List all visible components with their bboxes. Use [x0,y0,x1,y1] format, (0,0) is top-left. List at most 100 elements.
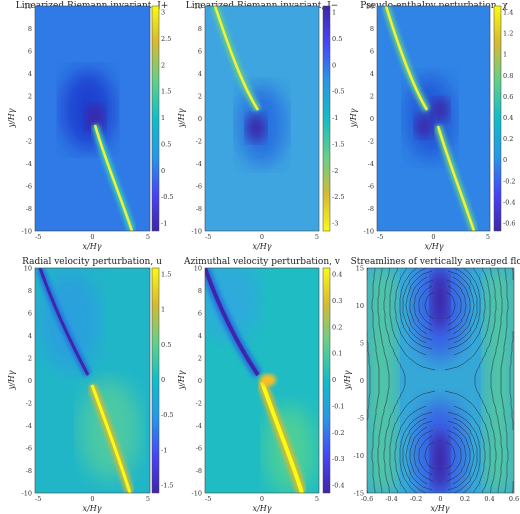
x-tick-label: -5 [377,233,383,241]
streamline [383,268,406,493]
colorbar-tick-labels: 0.4 0.3 0.2 0.1 0 -0.1 -0.2 -0.3 -0.4 [332,271,345,490]
x-tick-label: 5 [146,495,150,503]
colorbar-tick-labels: 3 2.5 2 1.5 1 0.5 0 -0.5 -1 [161,9,174,228]
y-tick-label: 0 [28,115,32,123]
y-tick-label: -10 [22,490,32,498]
y-tick-label: 2 [28,355,32,363]
x-tick-labels: -0.6 -0.4 -0.2 0 0.2 0.4 0.6 [361,495,519,503]
colorbar-tick-label: 1.5 [161,271,171,279]
colorbar-tick-label: 0.4 [332,271,342,279]
y-tick-label: 2 [198,93,202,101]
panel-j-minus: Linearized Riemann invariant, J− 1086420… [177,1,345,251]
y-tick-label: -15 [354,490,364,498]
colorbar-tick-label: 0 [332,61,336,69]
y-tick-label: -5 [358,415,364,423]
panel-title: Azimuthal velocity perturbation, v [183,257,341,267]
x-axis-label: x/Hγ [253,242,272,251]
y-axis-label: y/Hγ [7,370,16,390]
y-tick-label: 0 [360,377,364,385]
y-tick-label: 8 [370,25,374,33]
colorbar-tick-label: -0.5 [161,411,174,419]
streamline [474,268,497,493]
colorbar-tick-label: -1 [161,446,167,454]
y-tick-label: -4 [26,422,32,430]
colorbar-tick-label: 0.2 [503,135,513,143]
panel-radial-velocity: Radial velocity perturbation, u 1086420-… [7,257,174,513]
colorbar-tick-label: -0.5 [161,193,174,201]
colorbar-tick-label: 0.5 [161,140,171,148]
x-axis-label: x/Hγ [425,242,444,251]
colorbar-tick-labels: 1 0.5 0 -0.5 -1 -1.5 -2 -2.5 -3 [332,9,345,228]
streamline [399,268,433,493]
y-tick-labels: 10 8 6 4 2 0 -2 -4 -6 -8 -10 [22,265,32,498]
streamline [418,285,433,476]
colorbar-tick-label: -0.3 [332,455,345,463]
y-axis-label: y/Hγ [177,108,186,128]
y-tick-label: 4 [28,70,32,78]
x-tick-label: 0 [431,233,435,241]
y-tick-label: -2 [196,138,202,146]
y-tick-label: -8 [196,467,202,475]
colorbar-tick-label: 1 [161,114,165,122]
y-tick-label: 0 [370,115,374,123]
streamline [405,270,433,491]
y-tick-labels: 15 10 5 0 -5 -10 -15 [354,265,364,498]
colorbar-tick-label: 0.3 [332,297,342,305]
colorbar-tick-label: 1.4 [503,9,513,17]
y-axis-label: y/Hγ [177,370,186,390]
colorbar-tick-label: 1.2 [503,30,513,38]
colorbar-tick-label: -0.1 [332,402,345,410]
x-tick-label: 0.6 [509,495,519,503]
y-tick-label: 10 [356,302,364,310]
colorbar-tick-labels: 1.5 1 0.5 0 -0.5 -1 -1.5 [161,271,174,490]
colorbar-tick-label: 1 [332,9,336,17]
y-tick-label: -10 [22,228,32,236]
streamline [445,291,456,470]
x-tick-label: -5 [205,495,211,503]
x-axis-label: x/Hγ [83,504,102,513]
y-tick-label: -2 [26,400,32,408]
x-tick-labels: -5 0 5 [377,233,490,241]
colorbar-tick-label: -0.5 [332,88,345,96]
colorbar-tick-label: 3 [161,9,165,17]
streamline [424,291,435,470]
streamline [490,268,503,493]
y-tick-label: 6 [198,48,202,56]
y-tick-labels: 10 8 6 4 2 0 -2 -4 -6 -8 -10 [22,3,32,236]
y-tick-label: 10 [194,265,202,273]
y-tick-label: 4 [198,332,202,340]
colorbar-tick-label: -1.5 [332,140,345,148]
y-tick-label: -6 [196,183,202,191]
colorbar [151,267,160,494]
x-tick-label: -5 [205,233,211,241]
y-tick-label: -10 [354,452,364,460]
streamline [409,276,428,485]
colorbar-tick-label: -1 [332,114,338,122]
y-tick-label: -8 [368,205,374,213]
streamline [452,276,471,485]
colorbar-tick-label: 1.5 [161,88,171,96]
x-tick-label: 5 [315,495,319,503]
colorbar-tick-label: 0.2 [332,323,342,331]
y-tick-label: 2 [198,355,202,363]
streamline [394,268,427,493]
colorbar-tick-label: 0 [161,376,165,384]
y-tick-label: 10 [24,265,32,273]
panel-chi: Pseudo-enthalpy perturbation, χ 1086420-… [349,1,516,251]
y-tick-label: 15 [356,265,364,273]
streamline [509,268,514,493]
y-tick-label: 8 [198,287,202,295]
y-tick-label: 8 [28,287,32,295]
x-tick-label: 0 [260,495,264,503]
x-tick-label: 0.4 [484,495,494,503]
x-tick-label: 0.2 [460,495,470,503]
colorbar-tick-label: 0.4 [503,114,513,122]
streamline [444,268,491,493]
panel-j-plus: Linearized Riemann invariant, J+ 1086420… [7,1,174,251]
y-tick-label: 2 [370,93,374,101]
x-tick-label: -0.4 [385,495,398,503]
colorbar-tick-label: -0.2 [332,429,345,437]
colorbar [322,5,331,232]
y-tick-label: 6 [28,48,32,56]
